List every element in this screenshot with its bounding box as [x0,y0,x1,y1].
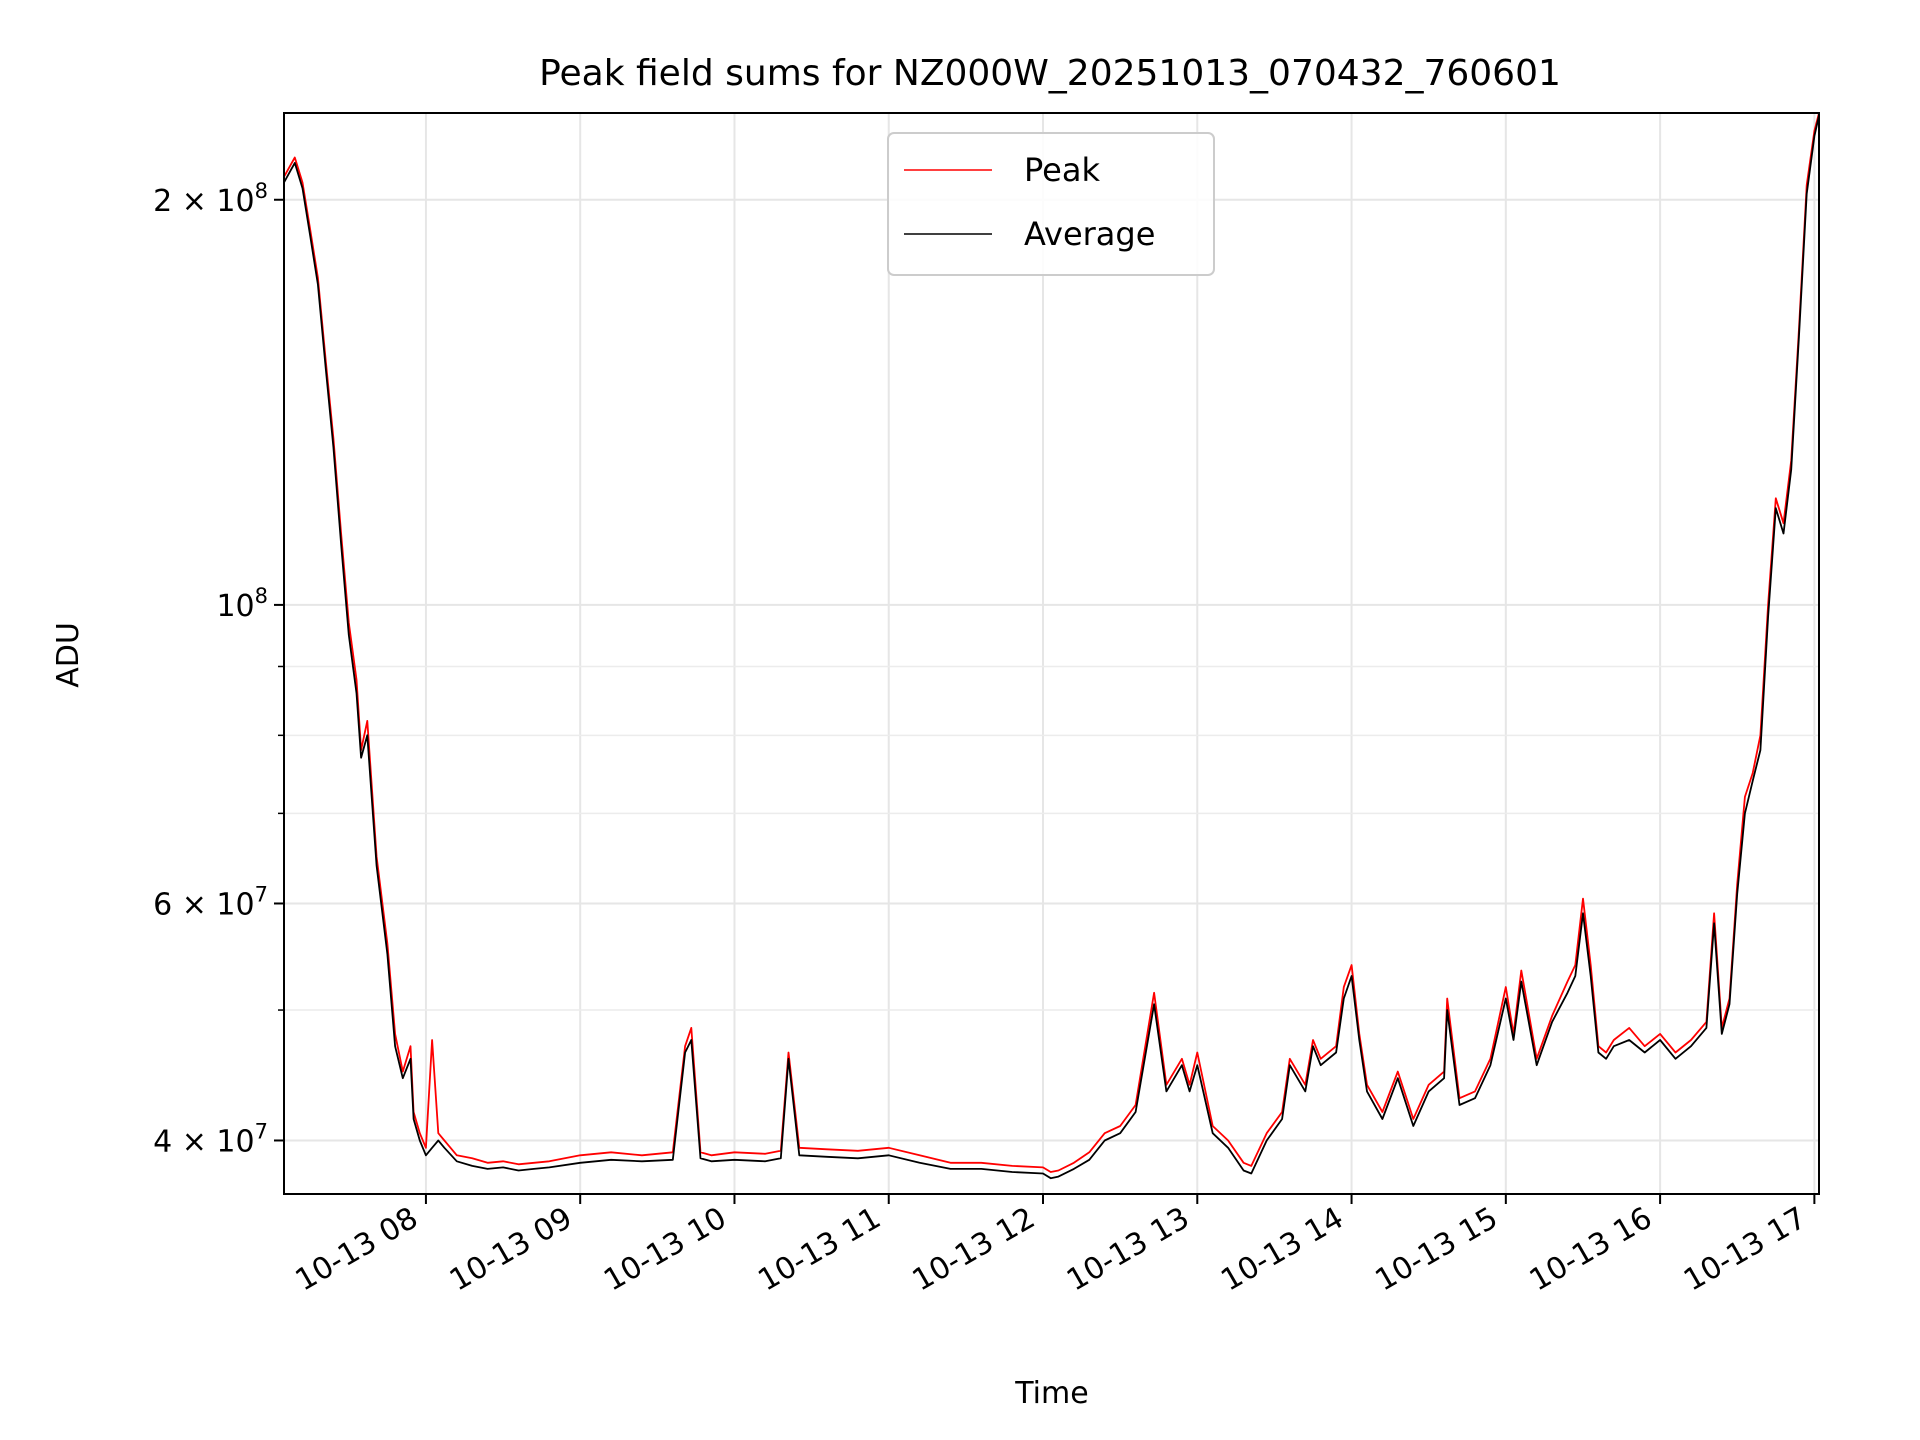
plot-frame [283,112,1820,1195]
legend-label-peak: Peak [1024,151,1100,189]
y-tick-label: 4 × 107 [153,1119,268,1159]
y-tick-label: 108 [216,584,268,624]
legend-box [887,132,1215,276]
legend: Peak Average [887,132,1215,276]
y-axis-ticks: 4 × 107 6 × 107 108 2 × 108 [153,179,284,1159]
x-axis-label: Time [1014,1376,1088,1411]
series-line-peak [283,112,1820,1173]
y-tick-label: 2 × 108 [153,179,268,219]
series-line-average [283,115,1820,1180]
series-group [283,112,1820,1180]
legend-label-average: Average [1024,215,1155,253]
grid [284,113,1819,1194]
y-tick-label: 6 × 107 [153,882,268,922]
y-axis-label: ADU [51,622,86,688]
chart-title: Peak field sums for NZ000W_20251013_0704… [539,53,1561,94]
